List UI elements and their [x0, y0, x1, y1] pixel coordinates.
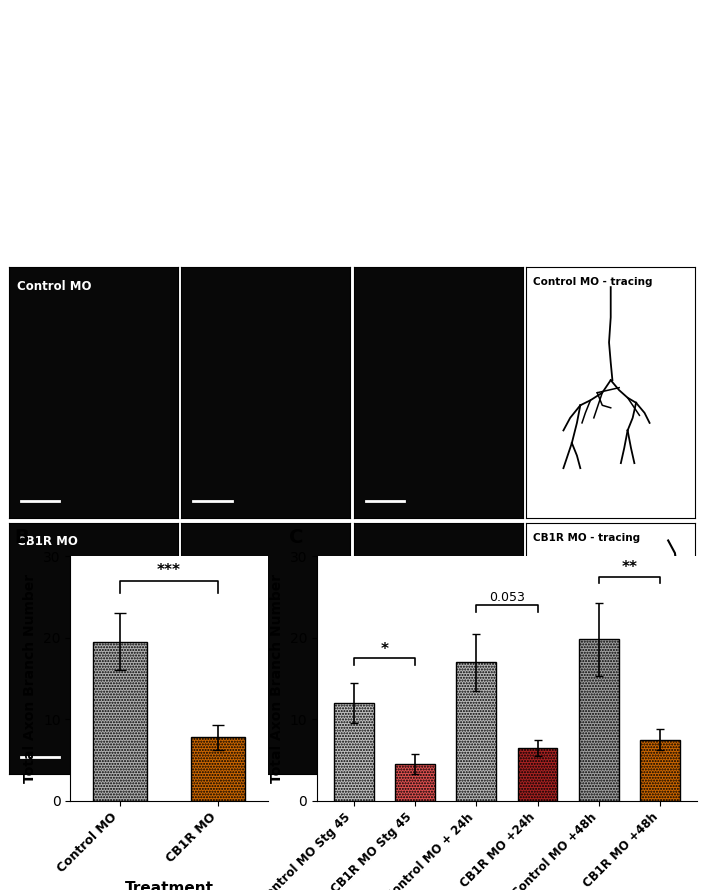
- Text: *: *: [380, 642, 388, 657]
- Text: ***: ***: [157, 563, 181, 578]
- Bar: [579, 639, 619, 801]
- Bar: [395, 765, 435, 801]
- Text: **: **: [622, 560, 638, 575]
- Text: Control MO - tracing: Control MO - tracing: [533, 277, 653, 287]
- Bar: [640, 740, 680, 801]
- Bar: [334, 703, 374, 801]
- Bar: [456, 662, 496, 801]
- Bar: [93, 642, 146, 801]
- Text: 0.053: 0.053: [489, 591, 524, 603]
- Text: B: B: [14, 529, 29, 547]
- Bar: [517, 748, 558, 801]
- Text: C: C: [289, 529, 303, 547]
- Text: A: A: [4, 0, 18, 4]
- Text: CB1R MO - tracing: CB1R MO - tracing: [533, 533, 640, 543]
- X-axis label: Treatment: Treatment: [125, 881, 213, 890]
- Text: CB1R MO: CB1R MO: [17, 536, 78, 548]
- Text: Control MO: Control MO: [17, 279, 92, 293]
- Y-axis label: Total Axon Branch Number: Total Axon Branch Number: [270, 574, 284, 783]
- Bar: [191, 737, 245, 801]
- Y-axis label: Total Axon Branch Number: Total Axon Branch Number: [23, 574, 37, 783]
